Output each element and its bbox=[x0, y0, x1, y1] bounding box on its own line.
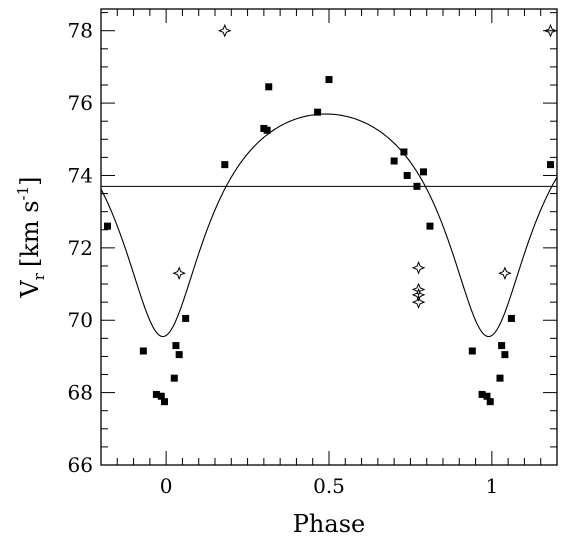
y-tick-labels: 66 68 70 72 74 76 78 bbox=[68, 19, 93, 477]
data-point-square bbox=[501, 351, 509, 359]
data-point-square bbox=[172, 342, 180, 350]
y-axis-label-sub: r bbox=[30, 272, 48, 280]
data-point-square bbox=[468, 347, 476, 355]
data-point-square bbox=[496, 374, 504, 382]
y-axis-label-main: V bbox=[16, 280, 44, 299]
data-point-star bbox=[411, 260, 426, 275]
data-point-star bbox=[217, 23, 232, 38]
data-point-square bbox=[152, 390, 160, 398]
data-point-square bbox=[314, 108, 322, 116]
data-point-square bbox=[400, 148, 408, 156]
data-point-square bbox=[507, 314, 515, 322]
y-axis-label: Vr [km s-1] bbox=[14, 176, 48, 298]
data-point-star bbox=[543, 23, 558, 38]
data-point-square bbox=[426, 222, 434, 230]
data-point-star bbox=[172, 266, 186, 281]
data-point-square bbox=[170, 374, 178, 382]
y-tick-label: 66 bbox=[68, 453, 93, 477]
y-axis-label-exp: -1 bbox=[14, 186, 32, 201]
y-tick-label: 68 bbox=[68, 381, 93, 405]
data-point-star bbox=[411, 295, 426, 309]
data-point-square bbox=[182, 314, 190, 322]
data-point-square bbox=[104, 222, 112, 230]
y-tick-label: 78 bbox=[68, 19, 93, 43]
data-point-square bbox=[390, 157, 398, 165]
data-point-square bbox=[498, 342, 506, 350]
data-point-square bbox=[413, 182, 421, 190]
y-tick-label: 72 bbox=[68, 236, 93, 260]
x-tick-label: 0.5 bbox=[313, 474, 345, 498]
data-point-square bbox=[263, 126, 271, 134]
x-axis-label: Phase bbox=[293, 510, 365, 538]
y-axis-label-close: ] bbox=[16, 176, 44, 185]
x-tick-label: 1 bbox=[485, 474, 498, 498]
x-tick-label: 0 bbox=[160, 474, 173, 498]
fit-curve bbox=[100, 113, 558, 338]
data-point-square bbox=[483, 392, 491, 400]
x-tick-labels: 0 0.5 1 bbox=[160, 474, 498, 498]
data-point-square bbox=[486, 398, 494, 406]
data-point-square bbox=[139, 347, 147, 355]
data-point-square bbox=[419, 168, 427, 176]
y-axis-label-unit: [km s bbox=[16, 200, 44, 267]
data-point-square bbox=[175, 351, 183, 359]
data-point-square bbox=[157, 392, 165, 400]
data-point-square bbox=[403, 171, 411, 179]
data-point-square bbox=[546, 161, 554, 169]
data-point-square bbox=[478, 390, 486, 398]
data-point-star bbox=[498, 266, 512, 281]
data-point-star bbox=[411, 282, 426, 297]
data-points bbox=[104, 23, 558, 406]
data-point-star bbox=[411, 288, 426, 302]
data-point-square bbox=[265, 83, 273, 91]
y-tick-label: 76 bbox=[68, 91, 93, 115]
data-point-square bbox=[325, 76, 333, 84]
y-tick-label: 70 bbox=[68, 308, 93, 332]
axis-ticks bbox=[100, 9, 558, 466]
y-tick-label: 74 bbox=[68, 163, 93, 187]
data-point-square bbox=[161, 398, 169, 406]
data-point-square bbox=[221, 161, 229, 169]
